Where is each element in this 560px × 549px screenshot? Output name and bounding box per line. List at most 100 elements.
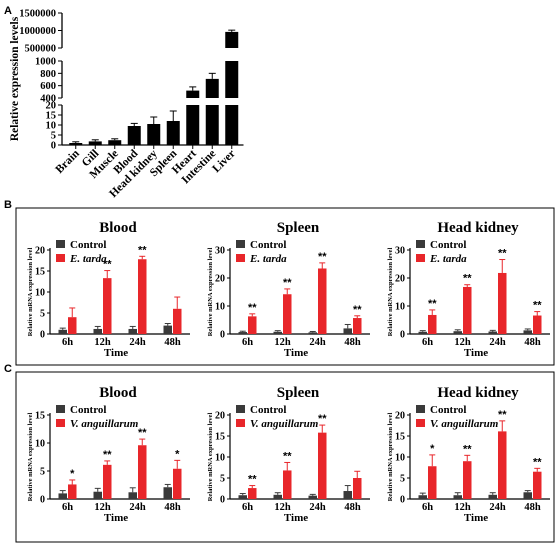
y-axis-label: Relative mRNA expression level (207, 413, 214, 502)
x-tick-label: 48h (524, 337, 541, 348)
y-tick-label: 20 (395, 411, 405, 422)
bar-infected (498, 272, 507, 334)
legend-label-infected: E. tarda (249, 253, 287, 265)
bar-infected (353, 478, 362, 499)
y-tick-label: 30 (395, 246, 405, 257)
bar (108, 140, 122, 145)
legend-label-control: Control (430, 404, 466, 416)
bar (166, 121, 180, 145)
bar-control (93, 491, 102, 499)
y-tick-label: 0 (400, 495, 405, 506)
bar-control (58, 493, 67, 499)
significance-marker: ** (318, 413, 327, 425)
legend-swatch-control (236, 405, 245, 413)
bar (205, 105, 219, 145)
x-tick-label: 6h (422, 337, 433, 348)
y-tick-label: 1000000 (19, 26, 56, 37)
chart-title: Blood (99, 385, 137, 401)
bar-control (488, 331, 497, 334)
y-tick-label: 5 (51, 131, 56, 142)
y-tick-label: 5 (400, 474, 405, 485)
bar-control (273, 494, 282, 499)
bar-control (163, 487, 172, 499)
bar-control (58, 329, 67, 334)
bar (225, 31, 239, 48)
legend-swatch-control (56, 405, 65, 413)
legend-swatch-infected (236, 254, 245, 262)
significance-marker: * (430, 443, 435, 455)
legend-label-control: Control (70, 239, 106, 251)
y-tick-label: 600 (40, 81, 56, 92)
x-tick-label: 48h (164, 502, 181, 513)
bar-infected (283, 470, 292, 499)
y-tick-label: 10 (395, 302, 405, 313)
x-tick-label: Brain (53, 147, 82, 176)
bar-infected (68, 317, 77, 334)
y-tick-label: 0 (220, 495, 225, 506)
significance-marker: ** (103, 259, 112, 271)
y-tick-label: 5 (40, 467, 45, 478)
x-tick-label: 6h (62, 337, 73, 348)
x-tick-label: Liver (210, 148, 237, 175)
y-axis-label: Relative mRNA expression level (27, 413, 34, 502)
y-axis-label: Relative mRNA expression level (387, 413, 394, 502)
bar-infected (463, 461, 472, 499)
legend-label-infected: V. anguillarum (250, 418, 319, 430)
bar (69, 143, 83, 145)
significance-marker: * (70, 468, 75, 480)
significance-marker: ** (103, 449, 112, 461)
x-tick-label: 6h (422, 502, 433, 513)
bar (205, 78, 219, 98)
y-tick-label: 20 (215, 411, 225, 422)
bar-infected (533, 471, 542, 499)
bar-control (163, 325, 172, 334)
legend-label-infected: V. anguillarum (70, 418, 139, 430)
bar-control (273, 331, 282, 334)
significance-marker: ** (138, 244, 147, 256)
panel-label-c: C (4, 363, 12, 375)
legend-label-infected: E. tarda (429, 253, 467, 265)
y-tick-label: 1000 (35, 57, 56, 68)
y-axis-label: Relative mRNA expression level (207, 248, 214, 337)
significance-marker: ** (318, 251, 327, 263)
y-tick-label: 10 (215, 453, 225, 464)
legend-label-control: Control (70, 404, 106, 416)
y-tick-label: 30 (215, 246, 225, 257)
significance-marker: ** (428, 298, 437, 310)
panel-c-frame (15, 371, 555, 543)
bar-infected (283, 294, 292, 334)
significance-marker: ** (498, 248, 507, 260)
y-tick-label: 500000 (25, 44, 57, 55)
bar-infected (248, 488, 257, 499)
bar (88, 141, 102, 145)
y-tick-label: 10 (395, 453, 405, 464)
y-tick-label: 15 (215, 432, 225, 443)
y-tick-label: 5 (220, 474, 225, 485)
significance-marker: ** (353, 304, 362, 316)
bar-infected (138, 445, 147, 499)
bar-infected (428, 314, 437, 334)
y-tick-label: 0 (40, 330, 45, 341)
bar-infected (68, 484, 77, 499)
y-tick-label: 5 (40, 309, 45, 320)
bar-control (308, 495, 317, 499)
y-tick-label: 1500000 (19, 9, 56, 20)
bar-control (453, 495, 462, 499)
bar (186, 105, 200, 145)
significance-marker: ** (498, 409, 507, 421)
significance-marker: ** (248, 302, 257, 314)
x-tick-label: 12h (274, 502, 291, 513)
bar-control (238, 495, 247, 499)
legend-swatch-control (236, 240, 245, 248)
legend-swatch-infected (416, 254, 425, 262)
bar-control (523, 492, 532, 499)
y-tick-label: 800 (40, 69, 56, 80)
bar-infected (533, 315, 542, 334)
bar-infected (248, 316, 257, 334)
chart-title: Spleen (277, 220, 320, 236)
bar-infected (463, 286, 472, 334)
